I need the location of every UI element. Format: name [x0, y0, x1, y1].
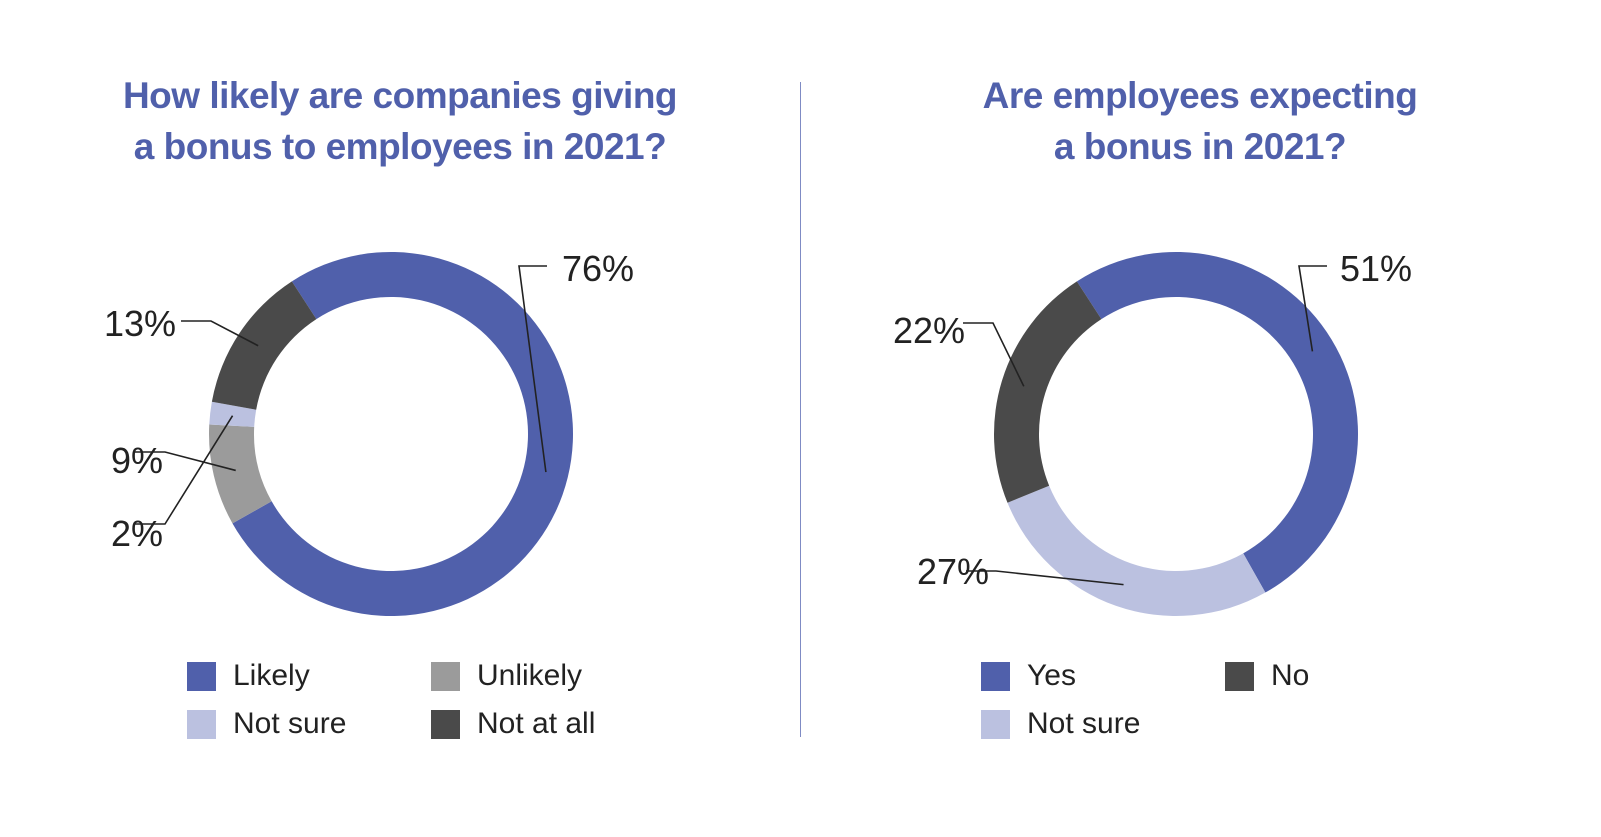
legend-swatch-no — [1225, 661, 1254, 691]
data-label-likely: 76% — [562, 248, 634, 289]
legend-label-unlikely: Unlikely — [477, 659, 583, 692]
legend-item-not-sure: Not sure — [187, 707, 346, 741]
legend-swatch-not-sure — [981, 709, 1010, 739]
leader-line-not-at-all — [181, 320, 259, 347]
legend-label-not-at-all: Not at all — [477, 707, 596, 740]
leader-line-not-sure — [966, 570, 1124, 586]
legend-label-likely: Likely — [233, 659, 310, 692]
chart-title-right-line2: a bonus in 2021? — [1053, 126, 1347, 167]
legend-swatch-yes — [981, 661, 1010, 691]
chart-title-left: How likely are companies giving a bonus … — [0, 70, 800, 172]
data-label-yes: 51% — [1340, 248, 1412, 289]
donut-slice-not-at-all — [211, 281, 317, 410]
data-label-not-sure: 2% — [111, 513, 163, 554]
legend-label-yes: Yes — [1027, 659, 1076, 692]
legend-item-likely: Likely — [187, 659, 310, 693]
donut-chart-right: 51% 27% 22% — [893, 248, 1412, 617]
legend-label-not-sure: Not sure — [1027, 707, 1141, 740]
legend-swatch-not-at-all — [431, 709, 460, 739]
panel-divider — [800, 82, 801, 737]
data-label-not-at-all: 13% — [104, 303, 176, 344]
donut-slice-unlikely — [208, 424, 272, 524]
chart-panel-right: Are employees expecting a bonus in 2021?… — [800, 0, 1600, 837]
leader-line-likely — [518, 265, 547, 473]
legend-swatch-not-sure — [187, 709, 216, 739]
chart-panel-left: How likely are companies giving a bonus … — [0, 0, 800, 837]
leader-line-unlikely — [135, 451, 236, 472]
legend-item-yes: Yes — [981, 659, 1076, 693]
legend-item-not-sure: Not sure — [981, 707, 1140, 741]
data-label-not-sure: 27% — [917, 551, 989, 592]
donut-slice-no — [994, 281, 1102, 503]
donut-slice-not-sure — [209, 401, 257, 427]
donut-slice-yes — [1076, 251, 1358, 593]
leader-line-no — [963, 322, 1025, 387]
legend-swatch-likely — [187, 661, 216, 691]
legend-item-no: No — [1225, 659, 1309, 693]
legend-label-no: No — [1271, 659, 1310, 692]
chart-title-right-line1: Are employees expecting — [982, 75, 1418, 116]
legend-swatch-unlikely — [431, 661, 460, 691]
donut-slice-not-sure — [1007, 485, 1266, 617]
donut-chart-left: 76% 9% 2% 13% — [104, 248, 634, 617]
chart-title-left-line1: How likely are companies giving — [122, 75, 678, 116]
chart-title-right: Are employees expecting a bonus in 2021? — [800, 70, 1600, 172]
leader-line-yes — [1298, 265, 1327, 352]
data-label-unlikely: 9% — [111, 440, 163, 481]
leader-line-not-sure — [135, 415, 234, 525]
data-label-no: 22% — [893, 310, 965, 351]
legend-label-not-sure: Not sure — [233, 707, 347, 740]
chart-title-left-line2: a bonus to employees in 2021? — [133, 126, 667, 167]
legend-item-not-at-all: Not at all — [431, 707, 595, 741]
legend-item-unlikely: Unlikely — [431, 659, 582, 693]
